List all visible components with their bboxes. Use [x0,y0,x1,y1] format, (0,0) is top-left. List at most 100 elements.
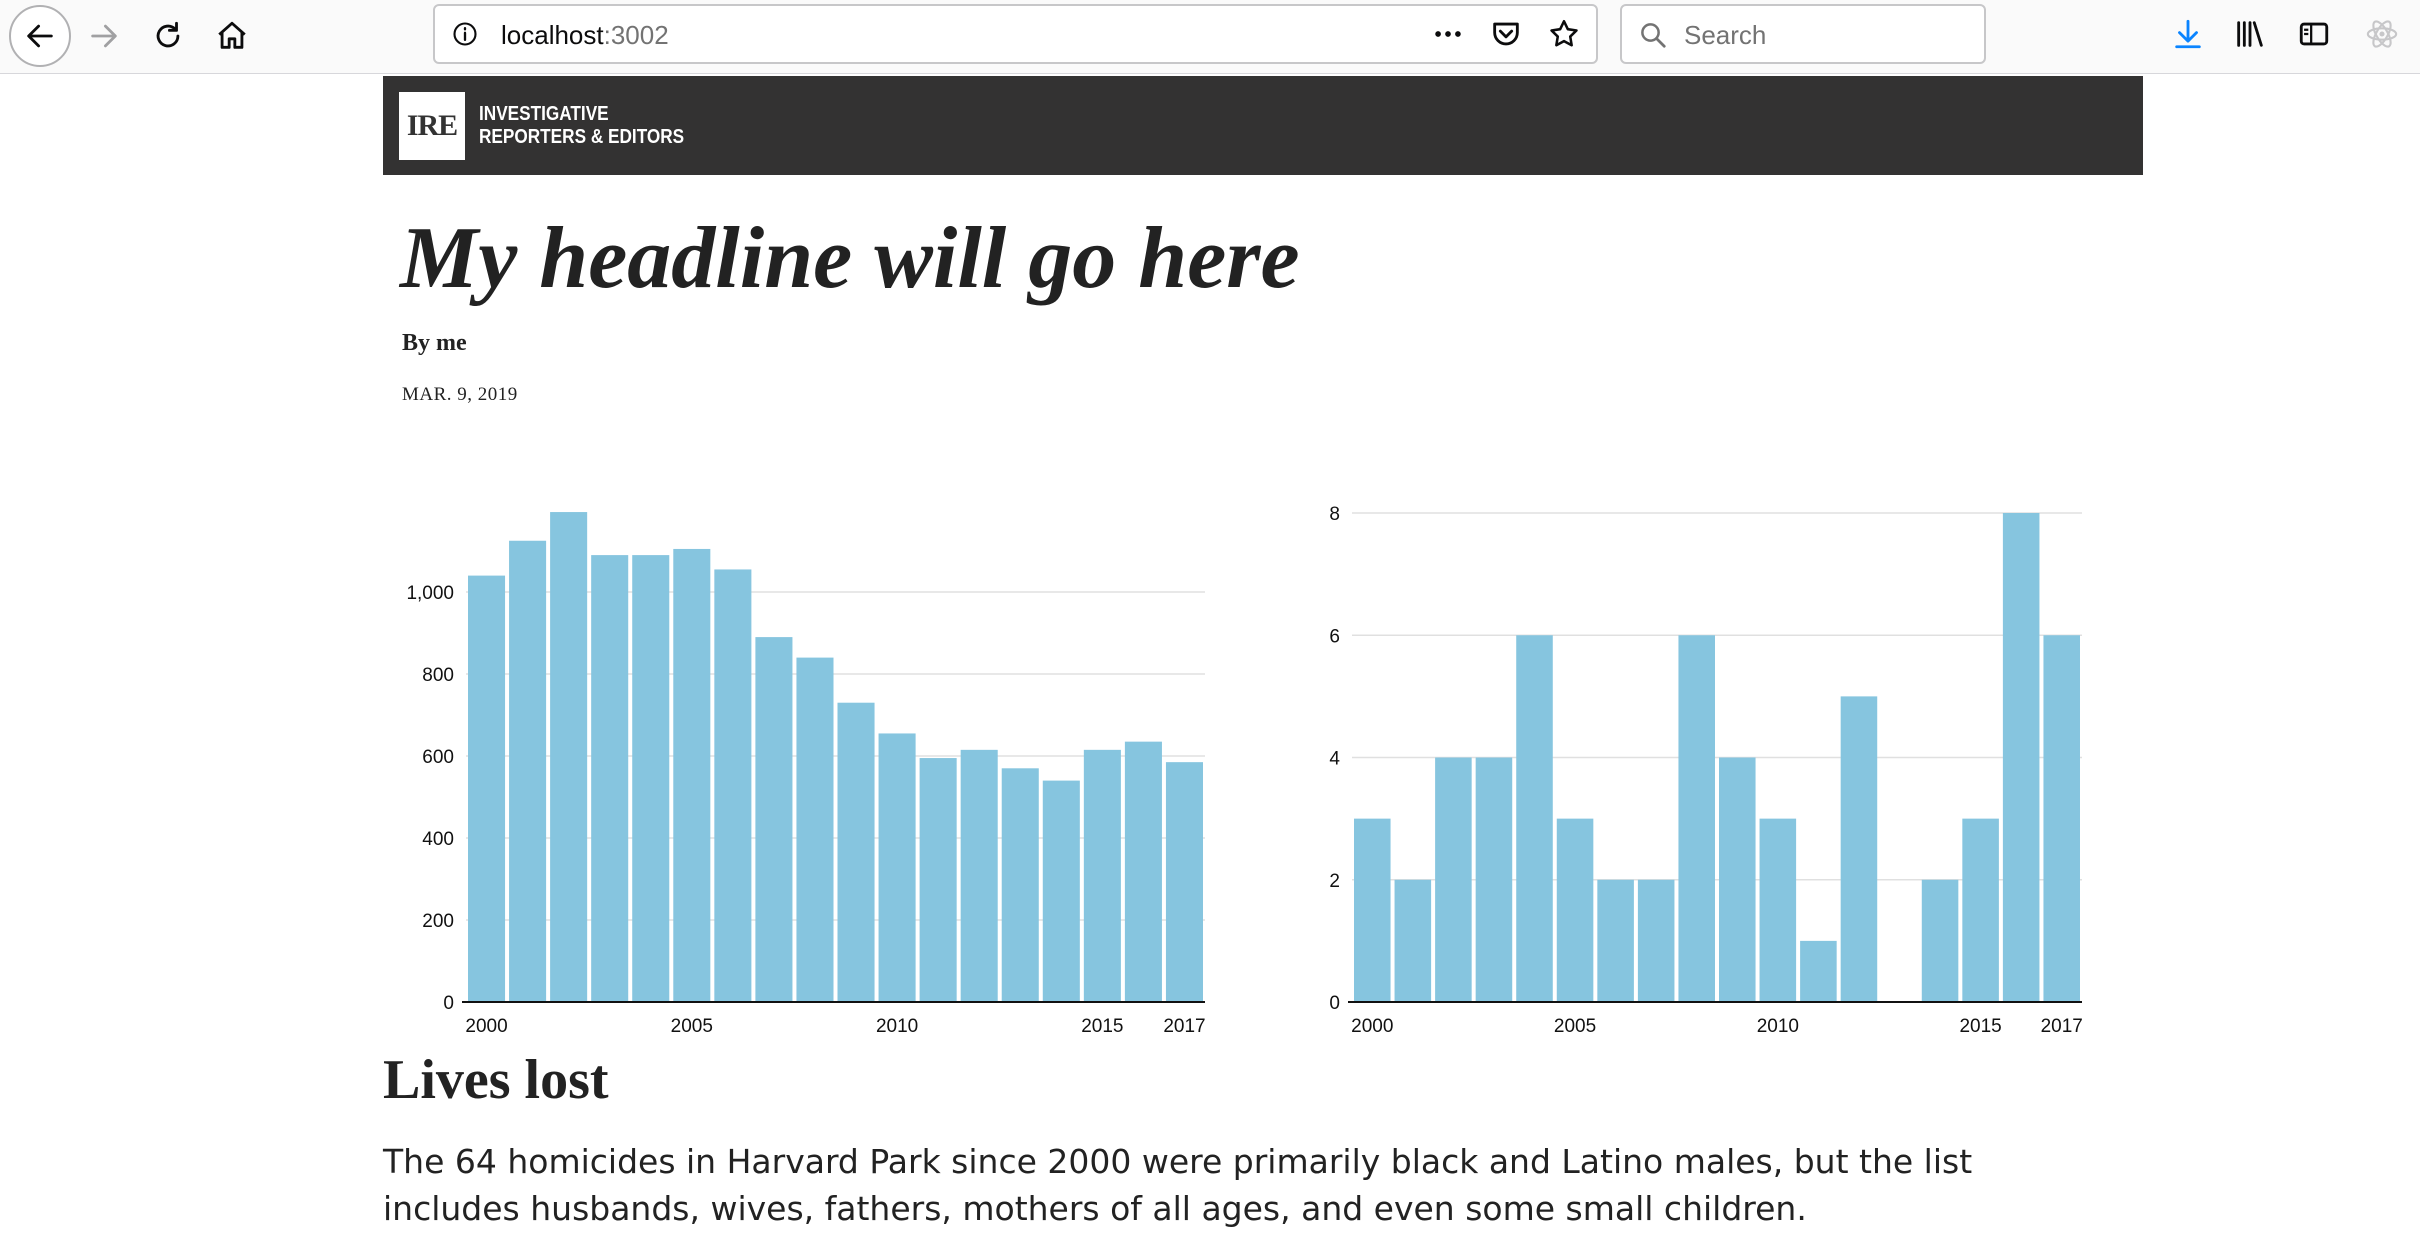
react-devtools-button[interactable] [2362,14,2402,54]
y-tick-label: 1,000 [406,583,454,604]
bar-2000[interactable] [1354,818,1391,1002]
chart-left: 0 200 400 600 800 1,000 2000 2005 2010 2015 2017 [406,512,1206,1037]
back-arrow-icon [27,24,53,48]
reload-icon [156,21,180,48]
x-tick-label: 2017 [1163,1016,1205,1037]
search-bar[interactable]: Search [1620,4,1986,64]
x-tick-label: 2000 [1351,1016,1393,1037]
logo-mark: IRE [406,109,458,142]
bar-2013[interactable] [1001,768,1039,1002]
bar-2005[interactable] [673,548,711,1002]
bar-2001[interactable] [509,540,547,1002]
forward-button[interactable] [76,8,132,64]
bar-2012[interactable] [1840,696,1878,1002]
y-tick-label: 400 [422,829,454,850]
x-tick-label: 2010 [1757,1016,1799,1037]
bar-2002[interactable] [550,512,588,1002]
bar-2010[interactable] [878,733,916,1002]
bar-2015[interactable] [1962,818,1999,1002]
bar-2003[interactable] [1475,757,1513,1003]
bar-2016[interactable] [2002,513,2040,1002]
ire-logo[interactable]: IRE [399,92,465,160]
info-icon[interactable] [451,20,479,48]
y-tick-label: 600 [422,747,454,768]
bar-2011[interactable] [1800,940,1837,1002]
library-icon [2237,21,2263,47]
bar-2015[interactable] [1083,749,1121,1002]
bar-2008[interactable] [796,657,834,1002]
logo-wordmark[interactable]: INVESTIGATIVE REPORTERS & EDITORS [479,103,684,149]
bar-2017[interactable] [1165,762,1203,1002]
x-tick-label: 2005 [671,1016,713,1037]
bar-2006[interactable] [714,569,752,1002]
more-dots-icon [1435,31,1461,37]
url-text[interactable]: localhost:3002 [501,20,669,51]
bar-2012[interactable] [960,749,998,1002]
bar-2007[interactable] [755,637,793,1002]
y-tick-label: 0 [443,993,454,1014]
bar-2016[interactable] [1124,741,1162,1002]
pocket-icon [1493,22,1519,46]
bar-2002[interactable] [1435,757,1472,1003]
react-atom-icon [2366,20,2398,48]
x-tick-label: 2000 [465,1016,507,1037]
back-button[interactable] [9,5,71,67]
bar-2004[interactable] [1516,635,1553,1002]
url-bar[interactable]: localhost:3002 [433,4,1598,64]
bar-2009[interactable] [1719,757,1756,1003]
downloads-button[interactable] [2168,14,2208,54]
search-placeholder: Search [1684,20,1767,50]
y-tick-label: 200 [422,911,454,932]
url-actions [1430,16,1582,52]
reload-button[interactable] [140,8,196,64]
home-icon [218,21,246,49]
x-tick-label: 2010 [876,1016,918,1037]
url-port: :3002 [603,20,669,50]
chart-right: 0 2 4 6 8 2000 2005 2010 2015 2017 [1329,504,2083,1037]
bar-2010[interactable] [1759,818,1797,1002]
bookmark-button[interactable] [1546,16,1582,52]
bar-2006[interactable] [1597,879,1634,1002]
sidebar-icon [2299,22,2329,46]
x-tick-label: 2017 [2041,1016,2083,1037]
bar-2007[interactable] [1637,879,1675,1002]
library-button[interactable] [2230,14,2270,54]
bar-2011[interactable] [919,758,957,1002]
bar-2014[interactable] [1042,780,1080,1002]
y-tick-label: 800 [422,665,454,686]
bar-2017[interactable] [2043,635,2080,1002]
home-button[interactable] [204,8,260,64]
byline: By me [402,330,467,356]
publish-date: MAR. 9, 2019 [402,384,518,405]
bar-2014[interactable] [1921,879,1959,1002]
section-title: Lives lost [383,1049,609,1111]
x-tick-label: 2015 [1959,1016,2001,1037]
pocket-button[interactable] [1488,16,1524,52]
y-tick-label: 2 [1329,871,1340,892]
y-tick-label: 8 [1329,504,1340,525]
y-tick-label: 4 [1329,749,1340,770]
bar-2000[interactable] [468,575,506,1002]
bar-2001[interactable] [1394,879,1432,1002]
search-icon [1641,23,1666,48]
logo-line-1: INVESTIGATIVE [479,103,609,125]
bar-2008[interactable] [1678,635,1715,1002]
site-header: IRE INVESTIGATIVE REPORTERS & EDITORS [383,76,2143,175]
url-host: localhost [501,20,604,50]
bar-2003[interactable] [591,555,629,1002]
y-tick-label: 6 [1329,626,1340,647]
sidebar-button[interactable] [2294,14,2334,54]
browser-toolbar: localhost:3002 Search [0,0,2420,74]
download-arrow-icon [2175,19,2201,49]
body-paragraph: The 64 homicides in Harvard Park since 2… [383,1142,1973,1228]
star-icon [1550,19,1578,47]
page-actions-button[interactable] [1430,16,1466,52]
bar-2005[interactable] [1556,818,1594,1002]
forward-arrow-icon [91,24,117,48]
y-tick-label: 0 [1329,993,1340,1014]
x-tick-label: 2005 [1554,1016,1596,1037]
logo-line-2: REPORTERS & EDITORS [479,126,685,148]
bar-2004[interactable] [632,555,670,1002]
bar-2009[interactable] [837,702,875,1002]
x-tick-label: 2015 [1081,1016,1123,1037]
